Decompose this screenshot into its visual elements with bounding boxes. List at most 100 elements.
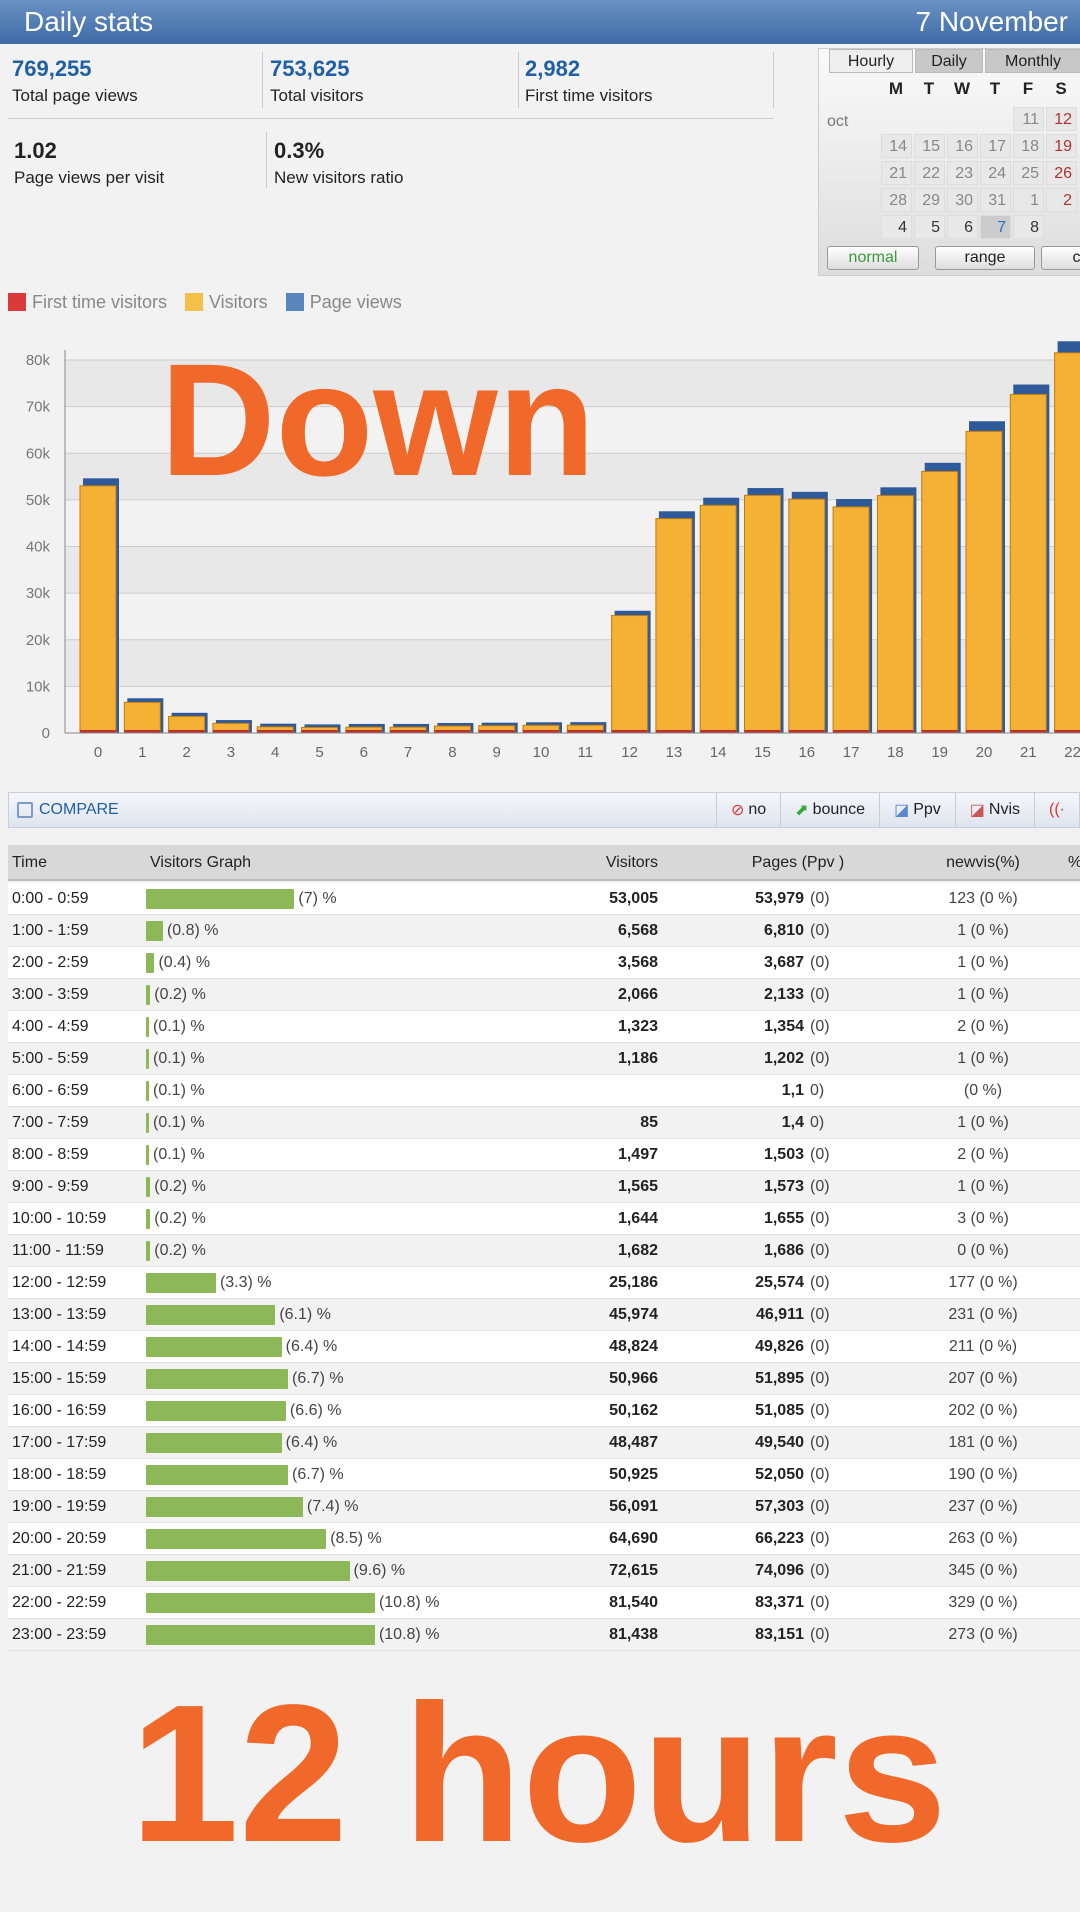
stat-first-time-visitors: 2,982 First time visitors [525,56,653,105]
bar-visitors [611,615,649,734]
option-more[interactable]: ((· [1034,793,1079,827]
divider [8,118,774,119]
percent-cell: (0.2) % [154,986,206,1003]
calendar-day[interactable]: 23 [947,161,978,185]
visitors-bar [146,1561,350,1581]
pages-ppv-cell: (0) [810,1210,830,1227]
pages-cell: 49,826 [755,1338,804,1355]
calendar-day[interactable]: 19 [1046,134,1077,158]
pages-ppv-cell: (0) [810,986,830,1003]
calendar-day[interactable]: 6 [947,215,978,239]
calendar-day[interactable]: 26 [1046,161,1077,185]
divider [262,52,263,108]
bar-first-time-visitors [655,730,692,733]
calendar-day[interactable]: 16 [947,134,978,158]
month-label: oct [827,113,849,130]
calendar-day[interactable]: 30 [947,188,978,212]
calendar-day[interactable]: 22 [914,161,945,185]
visitors-bar [146,1273,216,1293]
option-no[interactable]: ⊘ no [715,793,780,827]
time-cell: 22:00 - 22:59 [12,1594,107,1611]
x-tick-label: 16 [798,744,815,761]
bar-visitors [1054,352,1080,734]
calendar-day[interactable]: 31 [980,188,1011,212]
visitors-bar [146,1337,282,1357]
pages-ppv-cell: 0) [810,1114,825,1131]
overlay-text-down: Down [160,330,596,509]
calendar-day[interactable]: 14 [881,134,912,158]
visitors-cell: 45,974 [609,1306,658,1323]
calendar-mode-normal[interactable]: normal [827,246,919,270]
tab-monthly[interactable]: Monthly [985,49,1080,73]
x-tick-label: 15 [754,744,771,761]
pages-ppv-cell: (0) [810,1466,830,1483]
calendar-day[interactable]: 4 [881,215,912,239]
newvis-cell: 0 (0 %) [957,1242,1009,1259]
table-row: 2:00 - 2:59 (0.4) % 3,568 3,687 (0) 1 (0 %) [8,947,1080,979]
option-nvis[interactable]: ◪ Nvis [954,793,1034,827]
no-icon: ⊘ [730,802,745,819]
calendar-day[interactable]: 5 [914,215,945,239]
legend-swatch [285,293,304,311]
percent-cell: (9.6) % [353,1562,406,1579]
weekday-label: F [1022,79,1034,98]
time-cell: 21:00 - 21:59 [12,1562,107,1579]
pages-cell: 83,151 [755,1626,804,1643]
pages-ppv-cell: (0) [810,1370,830,1387]
legend-item[interactable]: Visitors [185,292,268,313]
newvis-cell: 329 (0 %) [948,1594,1018,1611]
calendar-day[interactable]: 8 [1013,215,1044,239]
percent-cell: (6.7) % [292,1370,344,1387]
x-tick-label: 0 [94,744,102,761]
pages-cell: 46,911 [755,1306,804,1323]
legend-item[interactable]: First time visitors [8,292,167,313]
nvis-chart-icon: ◪ [969,802,985,819]
calendar-day[interactable]: 17 [980,134,1011,158]
x-tick-label: 18 [887,744,904,761]
newvis-cell: 207 (0 %) [948,1370,1018,1387]
calendar-day[interactable]: 21 [881,161,912,185]
calendar-day[interactable]: 25 [1013,161,1044,185]
calendar-day[interactable]: 15 [914,134,945,158]
visitors-bar [146,1497,303,1517]
calendar-day[interactable]: 28 [881,188,912,212]
legend-item[interactable]: Page views [285,292,402,313]
bar-first-time-visitors [523,730,559,733]
pages-ppv-cell: (0) [810,1562,830,1579]
time-cell: 18:00 - 18:59 [12,1466,107,1483]
divider [266,132,267,188]
bar-first-time-visitors [833,730,870,733]
option-ppv[interactable]: ◪ Ppv [879,793,955,827]
table-row: 5:00 - 5:59 (0.1) % 1,186 1,202 (0) 1 (0 %) [8,1043,1080,1075]
table-row: 3:00 - 3:59 (0.2) % 2,066 2,133 (0) 1 (0 %) [8,979,1080,1011]
bar-visitors [1009,393,1047,734]
compare-button[interactable]: COMPARE [9,801,716,819]
calendar-day[interactable]: 29 [914,188,945,212]
option-bounce[interactable]: ⬈ bounce [780,793,879,827]
calendar-day[interactable]: 12 [1046,107,1077,131]
calendar-day[interactable]: 11 [1013,107,1044,131]
percent-cell: (7) % [298,890,337,907]
calendar-mode-co[interactable]: co [1041,246,1080,270]
calendar-day[interactable]: 24 [980,161,1011,185]
legend-label: Page views [309,292,402,312]
visitors-bar [146,985,151,1005]
visitors-cell: 3,568 [617,954,658,971]
calendar-day[interactable]: 2 [1046,188,1077,212]
x-tick-label: 14 [710,744,727,761]
pages-cell: 2,133 [763,986,804,1003]
tab-hourly[interactable]: Hourly [829,49,913,73]
tab-daily[interactable]: Daily [915,49,983,73]
calendar-mode-range[interactable]: range [935,246,1035,270]
pages-ppv-cell: (0) [810,1626,830,1643]
x-tick-label: 2 [182,744,190,761]
y-tick-label: 10k [26,678,51,695]
percent-cell: (3.3) % [219,1274,272,1291]
time-cell: 9:00 - 9:59 [12,1178,89,1195]
calendar-day[interactable]: 1 [1013,188,1044,212]
calendar-day[interactable]: 7 [980,215,1011,239]
time-cell: 5:00 - 5:59 [12,1050,89,1067]
calendar-day[interactable]: 18 [1013,134,1044,158]
visitors-bar [146,1625,375,1645]
visitors-bar [146,889,295,909]
